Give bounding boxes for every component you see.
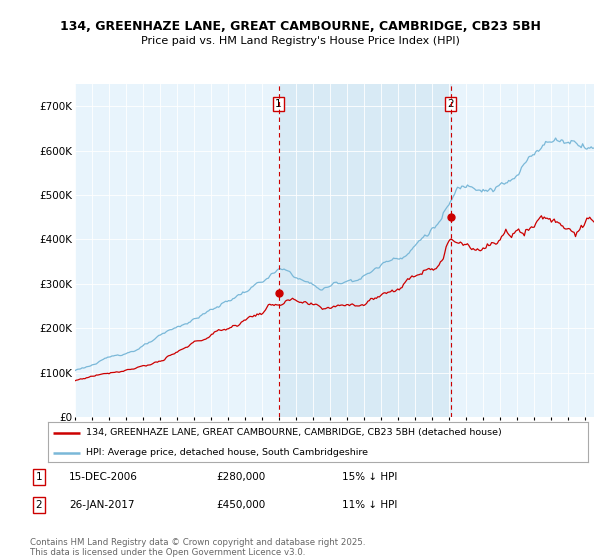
Text: Contains HM Land Registry data © Crown copyright and database right 2025.
This d: Contains HM Land Registry data © Crown c…	[30, 538, 365, 557]
Bar	[278, 84, 451, 417]
Text: 134, GREENHAZE LANE, GREAT CAMBOURNE, CAMBRIDGE, CB23 5BH: 134, GREENHAZE LANE, GREAT CAMBOURNE, CA…	[59, 20, 541, 32]
Text: 26-JAN-2017: 26-JAN-2017	[69, 500, 134, 510]
Text: 15% ↓ HPI: 15% ↓ HPI	[342, 472, 397, 482]
Text: 15-DEC-2006: 15-DEC-2006	[69, 472, 138, 482]
Text: Price paid vs. HM Land Registry's House Price Index (HPI): Price paid vs. HM Land Registry's House …	[140, 36, 460, 46]
Text: £280,000: £280,000	[216, 472, 265, 482]
Text: 11% ↓ HPI: 11% ↓ HPI	[342, 500, 397, 510]
Text: £450,000: £450,000	[216, 500, 265, 510]
Text: 1: 1	[275, 99, 282, 109]
Text: HPI: Average price, detached house, South Cambridgeshire: HPI: Average price, detached house, Sout…	[86, 448, 368, 457]
Text: 2: 2	[447, 99, 454, 109]
Text: 1: 1	[35, 472, 43, 482]
Text: 2: 2	[35, 500, 43, 510]
Text: 134, GREENHAZE LANE, GREAT CAMBOURNE, CAMBRIDGE, CB23 5BH (detached house): 134, GREENHAZE LANE, GREAT CAMBOURNE, CA…	[86, 428, 502, 437]
